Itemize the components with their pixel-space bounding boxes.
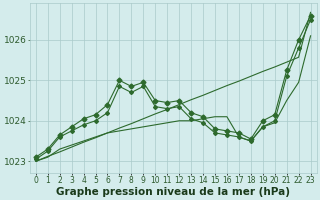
X-axis label: Graphe pression niveau de la mer (hPa): Graphe pression niveau de la mer (hPa) (56, 187, 290, 197)
